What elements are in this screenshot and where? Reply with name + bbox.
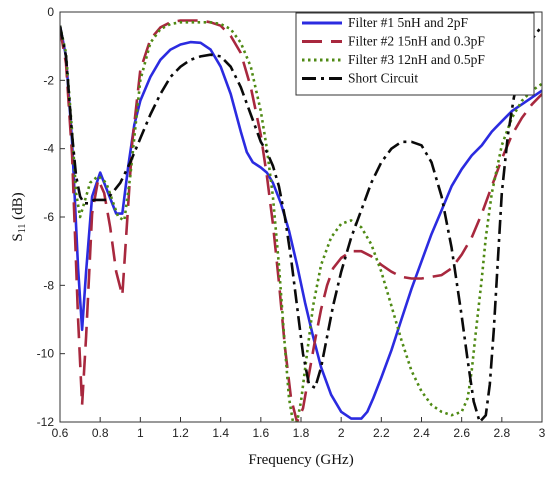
y-axis-title-subscript: 11 — [17, 224, 28, 234]
legend-label-3: Filter #3 12nH and 0.5pF — [348, 52, 485, 67]
x-tick-label: 2.4 — [413, 426, 430, 440]
legend: Filter #1 5nH and 2pF Filter #2 15nH and … — [295, 12, 535, 96]
x-tick-label: 2.6 — [453, 426, 470, 440]
y-tick-label: -10 — [37, 347, 55, 361]
legend-box — [295, 12, 535, 96]
y-axis-title: S11 (dB) — [10, 192, 28, 241]
y-tick-label: -4 — [43, 142, 54, 156]
legend-label-4: Short Circuit — [348, 71, 418, 86]
x-axis-title: Frequency (GHz) — [248, 452, 353, 468]
y-axis-title-unit: (dB) — [10, 192, 26, 223]
x-tick-label: 1.8 — [293, 426, 310, 440]
x-tick-label: 1.4 — [212, 426, 229, 440]
x-tick-label: 0.8 — [92, 426, 109, 440]
x-tick-label: 2.2 — [373, 426, 390, 440]
series-line-2 — [60, 19, 542, 422]
x-tick-label: 1 — [137, 426, 144, 440]
y-tick-label: -12 — [37, 415, 55, 429]
ticks-layer: 0.6 0.8 1 1.2 1.4 1.6 1.8 2 2.2 2.4 2.6 2.8 3 0 -2 -4 -6… — [37, 5, 546, 440]
y-tick-label: -8 — [43, 278, 54, 292]
x-tick-label: 2.8 — [493, 426, 510, 440]
y-tick-label: -2 — [43, 73, 54, 87]
y-tick-label: 0 — [47, 5, 54, 19]
x-tick-label: 0.6 — [52, 426, 69, 440]
series-layer — [60, 19, 542, 422]
legend-label-1: Filter #1 5nH and 2pF — [348, 15, 468, 30]
x-tick-label: 3 — [539, 426, 546, 440]
series-line-4 — [60, 24, 542, 422]
series-line-1 — [60, 25, 542, 420]
x-tick-label: 1.6 — [252, 426, 269, 440]
y-tick-label: -6 — [43, 210, 54, 224]
x-tick-label: 1.2 — [172, 426, 189, 440]
legend-label-2: Filter #2 15nH and 0.3pF — [348, 34, 485, 49]
x-tick-label: 2 — [338, 426, 345, 440]
y-axis-title-main: S — [10, 233, 26, 241]
